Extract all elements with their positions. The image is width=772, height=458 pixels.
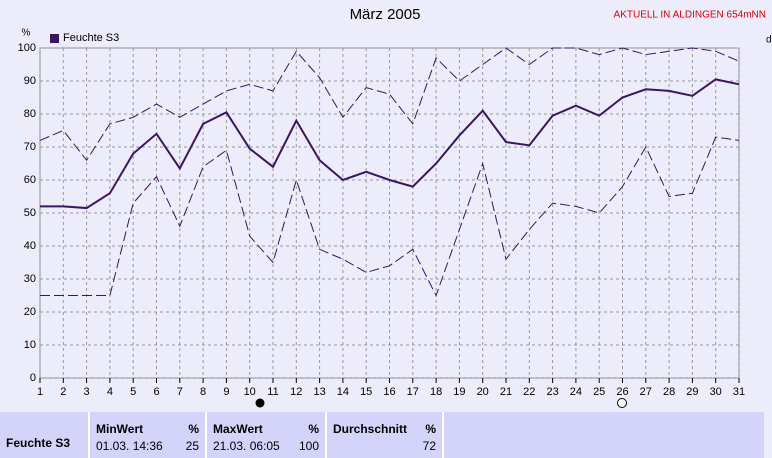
y-tick-label: 10 — [24, 339, 36, 351]
x-tick-label: 8 — [200, 386, 206, 398]
series-line — [39, 47, 740, 162]
y-tick-label: 40 — [24, 240, 36, 252]
x-tick-label: 14 — [337, 386, 349, 398]
x-tick-label: 16 — [383, 386, 395, 398]
x-tick-label: 28 — [663, 386, 675, 398]
stats-unit: % — [188, 422, 199, 436]
stats-title: MaxWert — [213, 422, 263, 436]
legend-label: Feuchte S3 — [63, 32, 119, 44]
y-tick-label: 50 — [24, 207, 36, 219]
x-tick-label: 29 — [686, 386, 698, 398]
stats-date: 21.03. 06:05 — [213, 439, 280, 453]
x-tick-label: 13 — [313, 386, 325, 398]
x-tick-label: 24 — [570, 386, 582, 398]
x-tick-label: 31 — [733, 386, 745, 398]
series-line — [40, 78, 740, 210]
x-tick-label: 1 — [37, 386, 43, 398]
y-tick-label: 30 — [24, 273, 36, 285]
stats-label: Feuchte S3 — [6, 436, 71, 450]
x-tick-label: 30 — [710, 386, 722, 398]
x-tick-label: 7 — [177, 386, 183, 398]
x-tick-label: 17 — [407, 386, 419, 398]
x-tick-label: 20 — [477, 386, 489, 398]
x-tick-label: 19 — [453, 386, 465, 398]
legend-swatch — [50, 34, 59, 43]
series-line — [40, 136, 740, 297]
x-tick-label: 6 — [153, 386, 159, 398]
x-tick-label: 5 — [130, 386, 136, 398]
note: AKTUELL IN ALDINGEN 654mNN — [614, 10, 766, 21]
x-tick-label: 25 — [593, 386, 605, 398]
stats-value: 25 — [185, 439, 199, 453]
x-tick-label: 18 — [430, 386, 442, 398]
y-tick-label: 20 — [24, 306, 36, 318]
stats-unit: % — [425, 422, 436, 436]
x-tick-label: 21 — [500, 386, 512, 398]
stats-unit: % — [308, 422, 319, 436]
stats-title: Durchschnitt — [333, 422, 408, 436]
stats-cell: MinWert % 01.03. 14:36 25 — [88, 412, 205, 458]
x-tick-label: 3 — [84, 386, 90, 398]
x-tick-label: 22 — [523, 386, 535, 398]
x-tick-label: 27 — [640, 386, 652, 398]
x-tick-label: 11 — [267, 386, 278, 398]
stats-value: 100 — [298, 439, 319, 453]
stats-value: 72 — [422, 439, 436, 453]
x-tick-label: 9 — [223, 386, 229, 398]
x-tick-label: 23 — [546, 386, 558, 398]
stats-empty — [442, 412, 764, 458]
right-label: d — [766, 35, 772, 46]
moon-icon — [255, 398, 265, 408]
y-tick-label: 100 — [18, 42, 36, 54]
y-tick-label: 0 — [30, 372, 36, 384]
y-tick-label: 60 — [24, 174, 36, 186]
chart: März 2005 AKTUELL IN ALDINGEN 654mNN % d… — [18, 6, 772, 408]
stats-cell: MaxWert % 21.03. 06:05 100 — [205, 412, 325, 458]
x-tick-label: 26 — [616, 386, 628, 398]
x-tick-label: 15 — [360, 386, 372, 398]
stats-title: MinWert — [96, 422, 144, 436]
x-tick-label: 12 — [290, 386, 302, 398]
moon-icon — [617, 398, 627, 408]
x-tick-label: 2 — [60, 386, 66, 398]
stats-label-cell: Feuchte S3 — [0, 412, 88, 458]
y-tick-label: 70 — [24, 141, 36, 153]
y-tick-label: 80 — [24, 108, 36, 120]
chart-title: März 2005 — [350, 6, 421, 23]
x-tick-label: 4 — [107, 386, 113, 398]
y-tick-label: 90 — [24, 75, 36, 87]
x-tick-label: 10 — [244, 386, 256, 398]
stats-cell: Durchschnitt % 72 — [325, 412, 442, 458]
stats-date: 01.03. 14:36 — [96, 439, 163, 453]
y-label: % — [22, 28, 31, 39]
